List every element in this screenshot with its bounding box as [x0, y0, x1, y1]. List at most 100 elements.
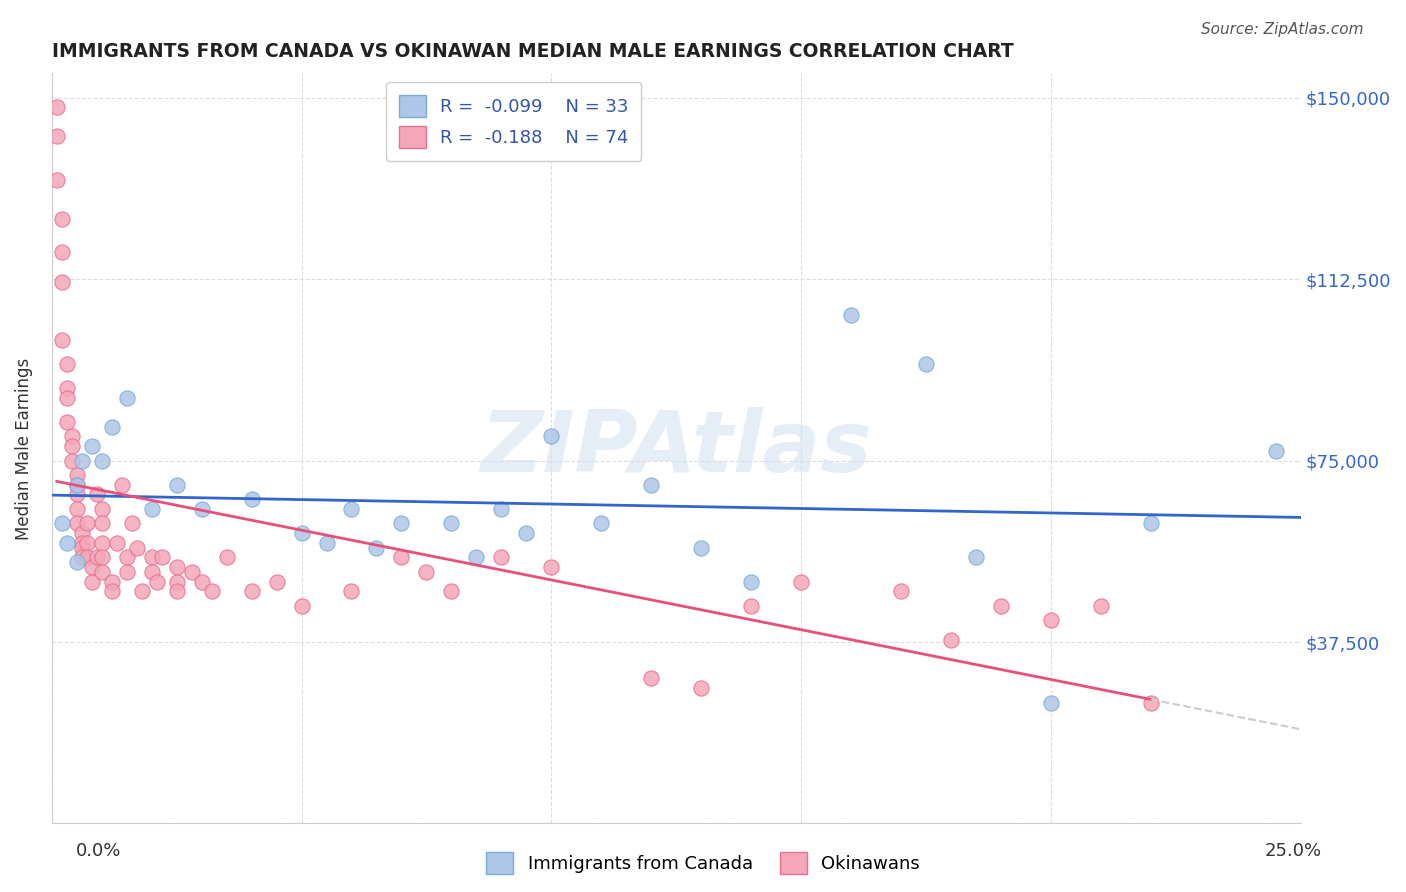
Point	[141, 502, 163, 516]
Point	[790, 574, 813, 589]
Point	[290, 526, 312, 541]
Point	[55, 415, 77, 429]
Point	[166, 560, 188, 574]
Point	[440, 584, 463, 599]
Point	[915, 357, 938, 371]
Point	[201, 584, 224, 599]
Point	[66, 555, 89, 569]
Point	[70, 550, 93, 565]
Point	[890, 584, 912, 599]
Point	[215, 550, 238, 565]
Point	[180, 565, 202, 579]
Point	[70, 453, 93, 467]
Point	[115, 391, 138, 405]
Point	[55, 357, 77, 371]
Point	[990, 599, 1012, 613]
Point	[1264, 443, 1286, 458]
Text: ZIPAtlas: ZIPAtlas	[481, 407, 872, 490]
Point	[939, 632, 962, 647]
Point	[839, 309, 862, 323]
Point	[66, 468, 89, 483]
Point	[1039, 696, 1062, 710]
Point	[100, 419, 122, 434]
Text: IMMIGRANTS FROM CANADA VS OKINAWAN MEDIAN MALE EARNINGS CORRELATION CHART: IMMIGRANTS FROM CANADA VS OKINAWAN MEDIA…	[52, 42, 1014, 61]
Point	[60, 439, 83, 453]
Point	[415, 565, 437, 579]
Point	[90, 536, 112, 550]
Point	[66, 487, 89, 501]
Point	[266, 574, 288, 589]
Point	[76, 516, 98, 531]
Point	[45, 129, 67, 144]
Point	[190, 574, 212, 589]
Point	[76, 550, 98, 565]
Point	[51, 333, 73, 347]
Legend: R =  -0.099    N = 33, R =  -0.188    N = 74: R = -0.099 N = 33, R = -0.188 N = 74	[387, 82, 641, 161]
Point	[55, 381, 77, 395]
Point	[55, 391, 77, 405]
Point	[1139, 696, 1161, 710]
Point	[740, 599, 762, 613]
Point	[70, 526, 93, 541]
Point	[150, 550, 173, 565]
Point	[190, 502, 212, 516]
Point	[105, 536, 128, 550]
Point	[166, 574, 188, 589]
Point	[1039, 613, 1062, 627]
Point	[51, 275, 73, 289]
Point	[66, 502, 89, 516]
Point	[115, 550, 138, 565]
Point	[340, 584, 363, 599]
Point	[115, 565, 138, 579]
Point	[45, 173, 67, 187]
Legend: Immigrants from Canada, Okinawans: Immigrants from Canada, Okinawans	[477, 843, 929, 883]
Point	[166, 584, 188, 599]
Point	[86, 550, 108, 565]
Point	[66, 477, 89, 491]
Point	[340, 502, 363, 516]
Point	[80, 560, 103, 574]
Point	[440, 516, 463, 531]
Point	[70, 541, 93, 555]
Point	[90, 550, 112, 565]
Point	[591, 516, 613, 531]
Point	[51, 245, 73, 260]
Point	[391, 550, 413, 565]
Point	[86, 487, 108, 501]
Text: 0.0%: 0.0%	[76, 842, 121, 860]
Point	[290, 599, 312, 613]
Point	[80, 439, 103, 453]
Point	[690, 681, 713, 695]
Point	[515, 526, 537, 541]
Text: Source: ZipAtlas.com: Source: ZipAtlas.com	[1201, 22, 1364, 37]
Point	[141, 550, 163, 565]
Point	[1090, 599, 1112, 613]
Point	[141, 565, 163, 579]
Point	[51, 516, 73, 531]
Point	[90, 502, 112, 516]
Point	[240, 492, 263, 507]
Point	[740, 574, 762, 589]
Point	[66, 516, 89, 531]
Text: 25.0%: 25.0%	[1265, 842, 1322, 860]
Point	[111, 477, 134, 491]
Point	[640, 477, 662, 491]
Point	[51, 211, 73, 226]
Point	[60, 429, 83, 443]
Point	[80, 574, 103, 589]
Point	[315, 536, 337, 550]
Point	[90, 565, 112, 579]
Point	[491, 550, 513, 565]
Point	[90, 453, 112, 467]
Point	[90, 516, 112, 531]
Point	[366, 541, 388, 555]
Point	[1139, 516, 1161, 531]
Point	[166, 477, 188, 491]
Point	[66, 477, 89, 491]
Point	[145, 574, 167, 589]
Point	[391, 516, 413, 531]
Point	[121, 516, 143, 531]
Point	[540, 560, 562, 574]
Point	[491, 502, 513, 516]
Point	[125, 541, 148, 555]
